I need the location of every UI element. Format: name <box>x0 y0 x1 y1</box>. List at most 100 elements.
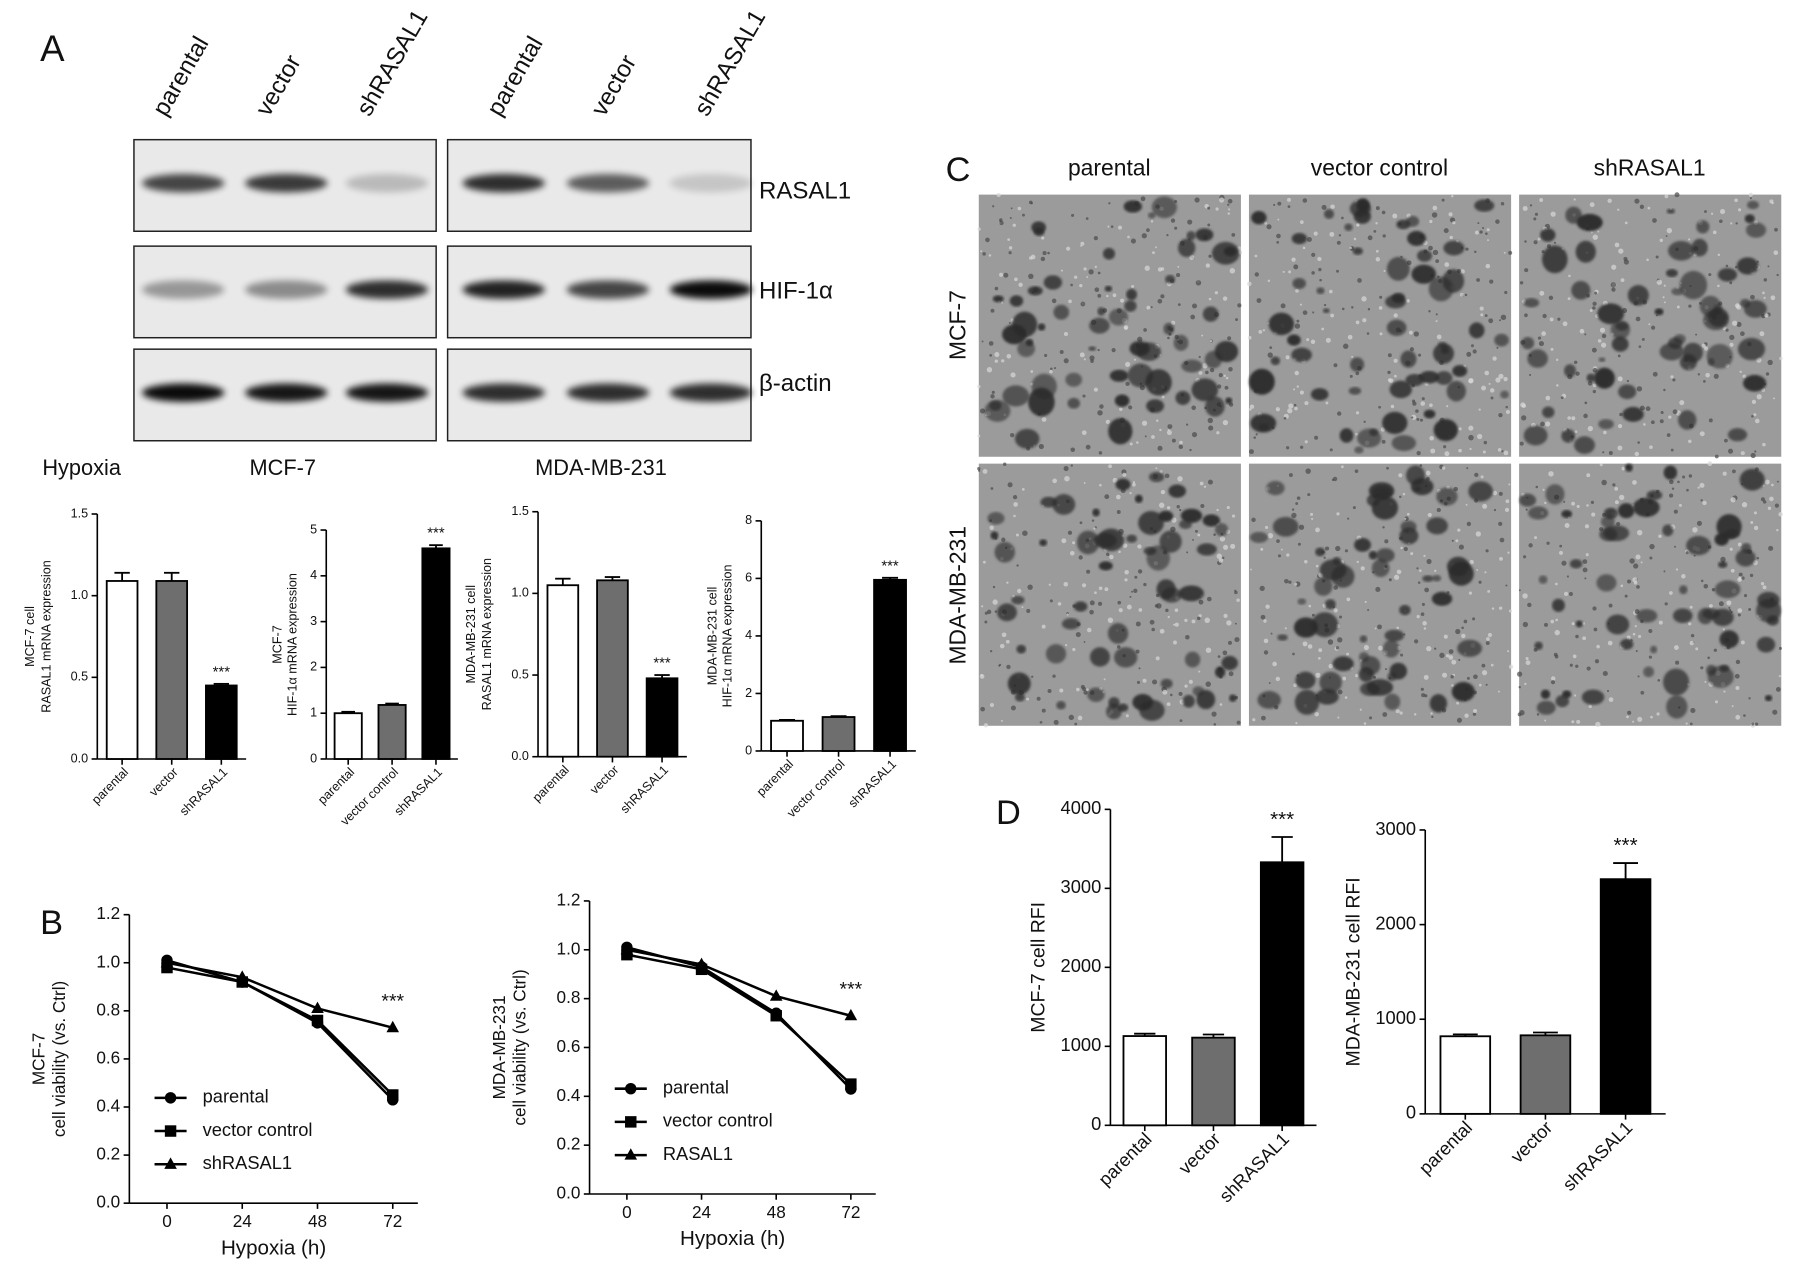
cell <box>1739 468 1765 491</box>
cell <box>1521 336 1535 350</box>
speck <box>1537 336 1542 340</box>
cell <box>1291 347 1312 363</box>
cell <box>1542 245 1568 274</box>
panel-letter: C <box>946 151 971 189</box>
y-tick-label: 4 <box>310 568 317 582</box>
speck <box>1104 494 1110 500</box>
speck <box>1617 445 1623 451</box>
speck <box>1192 538 1194 541</box>
speck <box>1393 313 1398 318</box>
speck <box>1591 347 1597 353</box>
speck <box>1141 420 1148 426</box>
cell <box>1468 322 1485 339</box>
speck <box>1776 528 1779 532</box>
speck <box>1441 198 1445 202</box>
speck <box>1262 329 1266 332</box>
speck <box>1234 622 1237 625</box>
cell <box>1571 280 1591 300</box>
cell <box>1196 689 1216 710</box>
speck <box>1308 604 1312 608</box>
speck <box>1302 246 1306 250</box>
cell <box>1160 678 1173 689</box>
cell <box>1666 695 1688 719</box>
speck <box>1131 285 1135 289</box>
cell <box>1650 645 1658 654</box>
speck <box>1228 671 1234 677</box>
speck <box>1495 219 1500 224</box>
speck <box>1093 236 1099 241</box>
speck <box>1086 627 1092 633</box>
speck <box>1641 337 1645 341</box>
speck <box>1487 632 1493 638</box>
cell <box>1383 639 1400 658</box>
speck <box>1536 713 1540 716</box>
speck <box>1717 284 1720 288</box>
speck <box>986 367 993 373</box>
speck <box>1778 646 1782 650</box>
cell <box>1663 465 1678 480</box>
speck <box>1200 503 1205 509</box>
speck <box>1421 693 1426 698</box>
cell <box>1391 292 1406 304</box>
speck <box>1524 682 1527 686</box>
blot-band <box>669 174 753 193</box>
speck <box>1195 280 1202 286</box>
speck <box>1097 348 1100 352</box>
speck <box>1731 705 1734 708</box>
speck <box>1753 525 1759 531</box>
speck <box>1157 298 1163 304</box>
legend-label: vector control <box>203 1119 313 1140</box>
speck <box>1487 589 1491 593</box>
speck <box>1429 435 1434 441</box>
point <box>311 1014 324 1027</box>
speck <box>1550 347 1554 351</box>
speck <box>1490 663 1494 667</box>
speck <box>994 610 998 613</box>
speck <box>1127 235 1130 239</box>
speck <box>1063 331 1069 337</box>
y-tick-label: 1000 <box>1375 1007 1416 1028</box>
speck <box>1132 481 1136 484</box>
speck <box>1318 648 1323 653</box>
speck <box>1542 313 1547 319</box>
y-axis-label: HIF-1α mRNA expression <box>285 573 299 716</box>
cell <box>1764 694 1773 702</box>
speck <box>1216 508 1219 512</box>
cell <box>1540 228 1556 242</box>
speck <box>1051 298 1057 304</box>
speck <box>1524 240 1527 243</box>
speck <box>1209 367 1215 373</box>
cell <box>1671 287 1685 296</box>
micrograph <box>1248 463 1514 726</box>
speck <box>1104 587 1109 592</box>
speck <box>1296 496 1301 500</box>
speck <box>1634 625 1637 628</box>
speck <box>1174 226 1178 230</box>
speck <box>1137 569 1143 574</box>
speck <box>1688 238 1691 241</box>
point <box>620 942 634 955</box>
cell <box>1627 285 1649 306</box>
speck <box>1352 506 1356 510</box>
speck <box>1134 358 1136 361</box>
speck <box>1593 627 1598 632</box>
speck <box>1280 548 1283 551</box>
legend-label: parental <box>663 1077 729 1098</box>
cell <box>1088 346 1097 351</box>
cell <box>1569 559 1583 569</box>
cell <box>1016 644 1027 654</box>
speck <box>1760 581 1765 586</box>
speck <box>1452 221 1456 225</box>
speck <box>1387 353 1392 358</box>
cell <box>1191 378 1219 402</box>
speck <box>1501 450 1504 453</box>
speck <box>1711 587 1716 592</box>
cell <box>1714 580 1741 599</box>
speck <box>1378 306 1383 310</box>
speck <box>1482 226 1485 230</box>
speck <box>1021 487 1025 491</box>
significance-label: *** <box>881 558 899 574</box>
point <box>845 1078 857 1090</box>
speck <box>1674 645 1679 650</box>
speck <box>1263 650 1269 655</box>
